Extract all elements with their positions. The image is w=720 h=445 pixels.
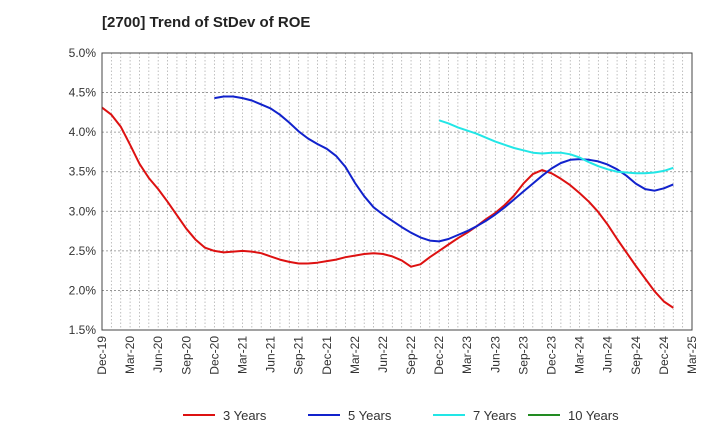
x-tick-label: Dec-23 — [545, 336, 559, 375]
x-tick-label: Mar-25 — [685, 336, 699, 374]
y-tick-label: 5.0% — [69, 46, 97, 60]
plot-frame — [101, 52, 693, 331]
x-tick-label: Mar-22 — [348, 336, 362, 374]
legend-label-10-years: 10 Years — [568, 408, 619, 423]
series-lines — [101, 95, 674, 309]
x-tick-label: Sep-22 — [404, 336, 418, 375]
x-tick-label: Mar-23 — [460, 336, 474, 374]
x-tick-label: Dec-21 — [320, 336, 334, 375]
y-tick-label: 3.0% — [69, 204, 97, 218]
x-tick-label: Sep-24 — [629, 336, 643, 375]
x-tick-label: Mar-20 — [123, 336, 137, 374]
y-tick-label: 1.5% — [69, 323, 97, 337]
x-tick-label: Dec-20 — [207, 336, 221, 375]
y-tick-label: 3.5% — [69, 165, 97, 179]
x-tick-label: Jun-21 — [264, 336, 278, 373]
x-tick-label: Mar-24 — [573, 336, 587, 374]
y-axis: 1.5% 2.0% 2.5% 3.0% 3.5% 4.0% 4.5% 5.0% — [69, 46, 97, 337]
series-line-3-years — [101, 106, 674, 309]
x-tick-label: Jun-20 — [151, 336, 165, 373]
x-tick-label: Jun-22 — [376, 336, 390, 373]
x-tick-label: Sep-23 — [516, 336, 530, 375]
x-tick-label: Dec-24 — [657, 336, 671, 375]
legend-label-5-years: 5 Years — [348, 408, 392, 423]
x-tick-label: Dec-19 — [95, 336, 109, 375]
y-tick-label: 2.0% — [69, 283, 97, 297]
x-tick-label: Mar-21 — [235, 336, 249, 374]
series-line-5-years — [214, 95, 674, 243]
legend-label-3-years: 3 Years — [223, 408, 267, 423]
y-tick-label: 4.5% — [69, 86, 97, 100]
y-tick-label: 4.0% — [69, 125, 97, 139]
x-axis: Dec-19 Mar-20 Jun-20 Sep-20 Dec-20 Mar-21 Jun-… — [95, 336, 699, 375]
legend: 3 Years 5 Years 7 Years 10 Years — [183, 408, 619, 423]
series-line-7-years — [438, 119, 674, 175]
legend-label-7-years: 7 Years — [473, 408, 517, 423]
chart-title: [2700] Trend of StDev of ROE — [102, 14, 311, 31]
x-tick-label: Sep-20 — [179, 336, 193, 375]
x-tick-label: Jun-24 — [601, 336, 615, 373]
y-tick-label: 2.5% — [69, 244, 97, 258]
x-tick-label: Jun-23 — [488, 336, 502, 373]
x-tick-label: Sep-21 — [292, 336, 306, 375]
x-tick-label: Dec-22 — [432, 336, 446, 375]
grid — [102, 53, 692, 330]
